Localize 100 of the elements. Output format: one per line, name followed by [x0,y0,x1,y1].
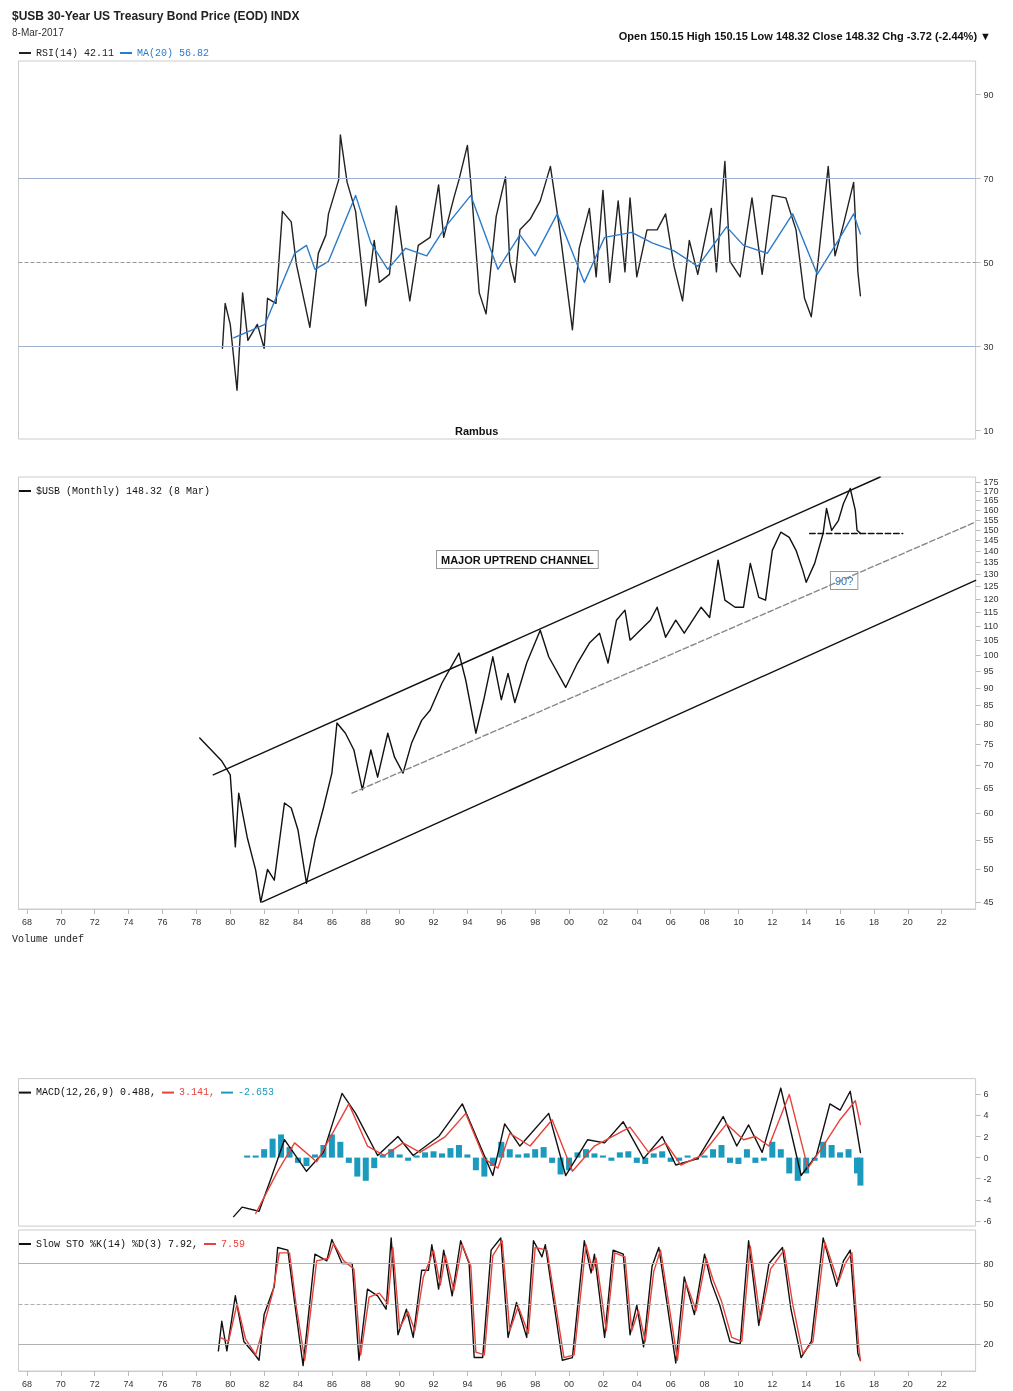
x-tick-label: 10 [733,1378,744,1389]
y-tick-label: 155 [983,514,999,525]
x-tick-label: 92 [428,1378,439,1389]
x-tick-label: 78 [191,916,202,927]
x-tick-label: 72 [89,916,100,927]
x-tick-label: 16 [835,916,846,927]
y-tick-label: 50 [983,257,994,268]
x-tick-label: 00 [564,916,575,927]
y-tick-label: 140 [983,546,999,557]
text: Volume undef [12,933,85,945]
x-tick-label: 14 [801,916,812,927]
x-tick-label: 18 [868,1378,879,1389]
x-tick-label: 12 [767,916,778,927]
x-tick-label: 16 [835,1378,846,1389]
legend-label: 7.59 [221,1238,246,1250]
legend-label: 3.141, [179,1087,216,1099]
legend-label: MACD(12,26,9) 0.488, [36,1087,157,1099]
x-tick-label: 12 [767,1378,778,1389]
y-tick-label: 65 [983,783,994,794]
y-tick-label: 80 [983,719,994,730]
text: Open 150.15 High 150.15 Low 148.32 Close 148.32 Chg -3.72 (-2.44%) ▼ [618,29,991,42]
y-tick-label: 0 [983,1152,989,1163]
y-tick-label: 70 [983,760,994,771]
x-tick-label: 70 [55,1378,66,1389]
y-tick-label: 60 [983,808,994,819]
x-tick-label: 06 [665,1378,676,1389]
x-tick-label: 18 [868,916,879,927]
x-tick-label: 92 [428,916,439,927]
y-tick-label: 125 [983,581,999,592]
x-tick-label: 94 [462,916,473,927]
x-tick-label: 96 [496,1378,507,1389]
x-tick-label: 82 [259,916,270,927]
x-tick-label: 98 [530,1378,541,1389]
x-tick-label: 22 [936,916,947,927]
x-tick-label: 88 [360,916,371,927]
legend-label: $USB (Monthly) 148.32 (8 Mar) [36,485,211,497]
y-tick-label: 90 [983,682,994,693]
x-tick-label: 02 [597,916,608,927]
x-tick-label: 06 [665,916,676,927]
y-tick-label: 165 [983,495,999,506]
y-tick-label: 135 [983,557,999,568]
x-tick-label: 22 [936,1378,947,1389]
x-tick-label: 04 [631,1378,642,1389]
x-tick-label: 78 [191,1378,202,1389]
y-tick-label: 80 [983,1258,994,1269]
y-tick-label: 10 [983,425,994,436]
x-tick-label: 08 [699,916,710,927]
x-tick-label: 20 [902,916,913,927]
y-tick-label: 95 [983,666,994,677]
x-tick-label: 10 [733,916,744,927]
x-tick-label: 20 [902,1378,913,1389]
x-tick-label: 96 [496,916,507,927]
x-tick-label: 68 [21,1378,32,1389]
y-tick-label: 90 [983,89,994,100]
x-tick-label: 72 [89,1378,100,1389]
y-tick-label: 50 [983,864,994,875]
x-tick-label: 90 [394,916,405,927]
y-tick-label: 50 [983,1298,994,1309]
chart-subtitle: 8-Mar-2017 [12,26,65,38]
legend-label: MA(20) 56.82 [137,47,210,59]
y-tick-label: 55 [983,835,994,846]
x-tick-label: 84 [293,1378,304,1389]
x-tick-label: 04 [631,916,642,927]
x-tick-label: 98 [530,916,541,927]
x-tick-label: 88 [360,1378,371,1389]
y-tick-label: 115 [983,607,998,618]
x-tick-label: 80 [225,916,236,927]
y-tick-label: 120 [983,593,999,604]
chart-title: $USB 30-Year US Treasury Bond Price (EOD) INDX [12,9,300,23]
y-tick-label: -2 [983,1173,992,1184]
x-tick-label: 84 [293,916,304,927]
y-tick-label: 145 [983,535,999,546]
legend-label: RSI(14) 42.11 [36,47,115,59]
x-tick-label: 00 [564,1378,575,1389]
x-tick-label: 76 [157,916,168,927]
y-tick-label: 110 [983,620,998,631]
x-tick-label: 68 [21,916,32,927]
x-tick-label: 70 [55,916,66,927]
x-tick-label: 90 [394,1378,405,1389]
y-tick-label: 175 [983,477,999,488]
y-tick-label: 105 [983,635,999,646]
x-tick-label: 08 [699,1378,710,1389]
y-tick-label: 75 [983,739,994,750]
annotation: Rambus [455,424,499,437]
x-tick-label: 86 [326,916,337,927]
x-tick-label: 82 [259,1378,270,1389]
y-tick-label: 130 [983,569,999,580]
annotation: MAJOR UPTREND CHANNEL [441,553,595,566]
legend-label: Slow STO %K(14) %D(3) 7.92, [36,1238,199,1250]
y-tick-label: 20 [983,1339,994,1350]
y-tick-label: -6 [983,1215,992,1226]
y-tick-label: 6 [983,1089,989,1100]
y-tick-label: 4 [983,1110,989,1121]
y-tick-label: 45 [983,897,994,908]
y-tick-label: -4 [983,1194,992,1205]
y-tick-label: 70 [983,173,994,184]
y-tick-label: 85 [983,700,994,711]
legend-label: -2.653 [238,1087,275,1099]
y-tick-label: 2 [983,1131,989,1142]
x-tick-label: 94 [462,1378,473,1389]
